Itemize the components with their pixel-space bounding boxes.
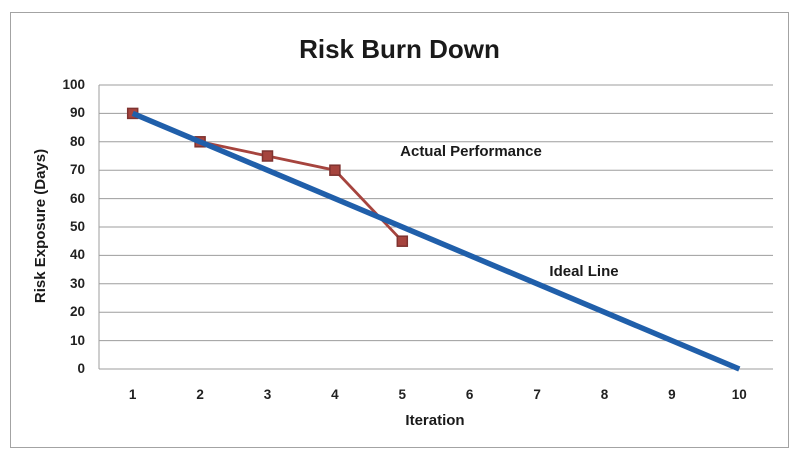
x-tick-label: 5 [398,387,407,402]
x-tick-label: 6 [465,387,474,402]
y-tick-label: 30 [69,275,85,291]
y-tick-label: 20 [69,304,85,320]
x-tick-label: 10 [731,387,747,402]
plot-area [98,84,773,372]
actual-performance-label: Actual Performance [400,143,542,160]
x-tick-label: 4 [331,387,339,402]
x-tick-label: 2 [196,387,204,402]
series-marker [329,164,341,176]
y-tick-label: 40 [69,247,85,263]
chart-title: Risk Burn Down [299,34,500,64]
series-marker [261,150,274,162]
x-tick-label: 9 [668,387,676,402]
x-axis-title: Iteration [405,412,465,429]
y-tick-label: 50 [69,219,85,234]
y-tick-label: 90 [69,105,85,121]
chart-frame: Risk Burn Down 0 10 20 30 40 50 60 70 80 90 100 1 2… [10,12,789,448]
series-marker [396,235,409,247]
y-tick-label: 0 [77,361,85,376]
x-tick-label: 8 [600,387,609,402]
ideal-line-label: Ideal Line [549,263,619,280]
x-tick-label: 3 [263,387,272,402]
y-tick-label: 70 [69,162,85,178]
y-axis-title: Risk Exposure (Days) [32,148,49,304]
series-line-ideal [131,110,741,372]
y-tick-label: 10 [69,332,85,348]
y-tick-label: 60 [69,190,85,206]
x-tick-label: 7 [533,387,541,402]
x-tick-label: 1 [128,387,137,402]
y-tick-label: 100 [62,77,85,92]
y-tick-label: 80 [69,133,85,149]
